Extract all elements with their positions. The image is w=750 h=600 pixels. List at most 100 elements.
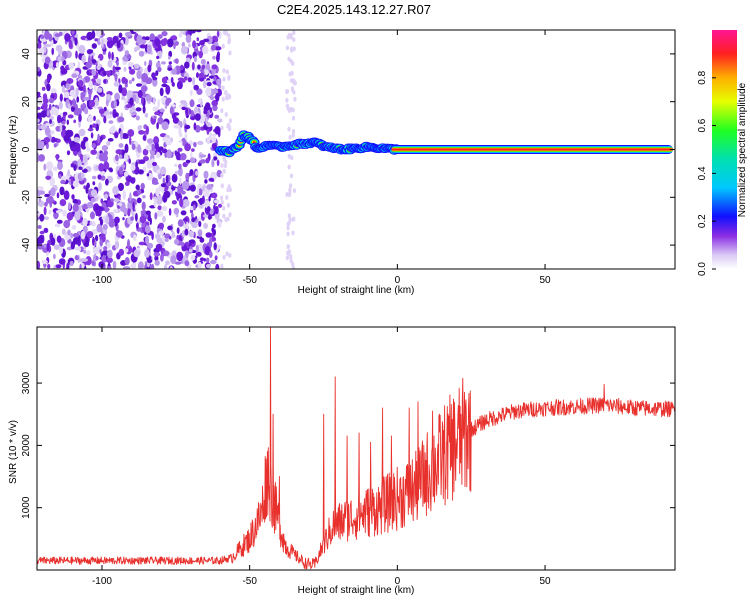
spectrogram-cell: [164, 264, 168, 269]
spectrogram-cell: [203, 222, 209, 229]
spectrogram-cell: [80, 140, 87, 150]
spectrogram-cell: [210, 44, 216, 51]
spectrogram-cell: [226, 216, 230, 222]
spectrogram-cell: [78, 86, 85, 91]
spectrogram-cell: [228, 212, 232, 218]
spectrogram-cell: [37, 112, 45, 118]
spectrogram-cell: [124, 98, 128, 106]
spectrogram-cell: [38, 234, 44, 244]
spectrogram-cell: [118, 32, 123, 39]
spectrogram-cell: [223, 163, 227, 169]
spectrogram-cell: [53, 143, 57, 148]
spectrogram-cell: [206, 82, 212, 87]
spectrogram-cell: [117, 182, 124, 192]
spectrogram-cell: [220, 163, 224, 168]
spectrogram-cell: [141, 96, 144, 105]
spectrogram-cell: [186, 221, 189, 230]
spectrogram-cell: [106, 257, 113, 264]
spectrogram-cell: [124, 135, 129, 139]
spectrogram-cell: [196, 187, 200, 197]
spectrogram-cell: [106, 39, 114, 49]
spectrogram-y-axis-label: Frequency (Hz): [8, 116, 19, 185]
spectrogram-cell: [292, 188, 297, 194]
spectrogram-cell: [37, 97, 44, 105]
spectrogram-cell: [157, 205, 162, 211]
spectrogram-cell: [62, 111, 68, 116]
spectrogram-cell: [157, 66, 162, 73]
snr-x-axis: -100 -50 0 50: [92, 327, 551, 587]
spectrogram-cell: [154, 111, 160, 116]
spectrogram-cells: [37, 30, 673, 269]
spectrogram-cell: [167, 225, 173, 231]
spectrogram-cell: [47, 264, 51, 269]
spectrogram-cell: [61, 56, 65, 62]
spectrogram-cell: [37, 186, 44, 191]
spectrogram-cell: [124, 78, 128, 85]
snr-y-tick-label: 3000: [21, 372, 32, 395]
spectrogram-cell: [72, 203, 79, 212]
spectrogram-cell: [106, 266, 112, 269]
spectrogram-cell: [93, 241, 97, 247]
spectrogram-cell: [206, 206, 211, 212]
spectrogram-cell: [198, 159, 206, 164]
spectrogram-cell: [90, 132, 94, 139]
spectrogram-cell: [124, 181, 130, 186]
spectrogram-cell: [118, 143, 124, 148]
spectrogram-cell: [156, 210, 164, 217]
spectrogram-cell: [183, 76, 188, 81]
spectrogram-cell: [141, 201, 146, 211]
spectrogram-cell: [113, 198, 120, 203]
spectrogram-cell: [43, 216, 50, 220]
spectrogram-cell: [136, 197, 142, 204]
spectrogram-cell: [187, 77, 192, 83]
spectrogram-cell: [288, 187, 292, 193]
spectrogram-cell: [114, 73, 118, 82]
spectrogram-cell: [69, 89, 77, 97]
spectrogram-cell: [287, 32, 291, 38]
spectrogram-cell: [213, 204, 216, 211]
spectrogram-cell: [82, 217, 88, 226]
spectrogram-cell: [198, 188, 203, 196]
spectrogram-cell: [165, 139, 172, 146]
spectrogram-cell: [112, 65, 116, 75]
spectrogram-cell: [184, 143, 192, 152]
snr-x-tick-label: -50: [242, 576, 257, 587]
spectrogram-cell: [220, 108, 224, 114]
spectrogram-cell: [107, 138, 114, 142]
spectrogram-cell: [142, 195, 146, 199]
spectrogram-cell: [95, 235, 99, 242]
spectrogram-cell: [77, 158, 82, 167]
spectrogram-cell: [168, 208, 172, 216]
spectrogram-cell: [227, 74, 231, 80]
spectrogram-cell: [134, 46, 138, 53]
spectrogram-cell: [71, 30, 75, 35]
spectrogram-cell: [225, 251, 229, 257]
spectrogram-cell: [182, 217, 189, 222]
spectrogram-cell: [142, 148, 149, 156]
spectrogram-cell: [103, 106, 107, 112]
spectrogram-cell: [139, 39, 147, 44]
spectrogram-cell: [203, 170, 209, 179]
spectrogram-cell: [111, 51, 114, 61]
spectrogram-cell: [194, 125, 201, 133]
spectrogram-cell: [155, 70, 159, 76]
chart-title: C2E4.2025.143.12.27.R07: [277, 2, 431, 17]
spectrogram-cell: [105, 215, 110, 225]
spectrogram-cell: [109, 168, 113, 173]
spectrogram-cell: [180, 64, 184, 71]
spectrogram-cell: [124, 50, 130, 57]
spectrogram-cell: [79, 263, 82, 269]
spectrogram-cell: [84, 107, 89, 115]
spectrogram-cell: [197, 261, 202, 269]
spectrogram-cell: [120, 130, 123, 140]
spectrogram-cell: [291, 230, 295, 236]
spectrogram-cell: [46, 242, 50, 252]
spectrogram-cell: [206, 137, 210, 144]
snr-y-axis-label: SNR (10 * v/v): [8, 420, 19, 484]
spectrogram-cell: [72, 237, 80, 245]
spectrogram-cell: [88, 91, 92, 100]
spectrogram-cell: [176, 251, 184, 262]
spectrogram-cell: [46, 110, 50, 117]
spectrogram-cell: [44, 193, 50, 198]
spectrogram-cell: [87, 201, 94, 209]
